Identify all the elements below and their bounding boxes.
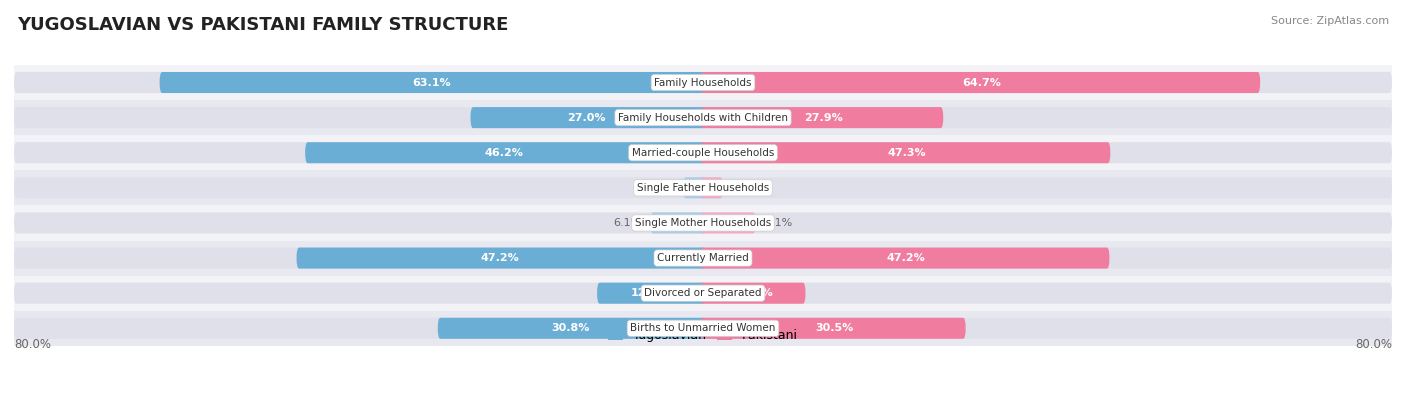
Text: 64.7%: 64.7%	[962, 77, 1001, 88]
FancyBboxPatch shape	[14, 107, 1392, 128]
Text: Currently Married: Currently Married	[657, 253, 749, 263]
Text: 2.3%: 2.3%	[647, 183, 675, 193]
Text: Births to Unmarried Women: Births to Unmarried Women	[630, 323, 776, 333]
Bar	[14, 135, 1392, 170]
Bar	[14, 311, 1392, 346]
Text: 80.0%: 80.0%	[14, 338, 51, 351]
FancyBboxPatch shape	[305, 142, 706, 163]
FancyBboxPatch shape	[14, 318, 1392, 339]
Text: 47.2%: 47.2%	[887, 253, 925, 263]
Text: 6.1%: 6.1%	[613, 218, 643, 228]
Text: 47.2%: 47.2%	[481, 253, 519, 263]
Text: 12.3%: 12.3%	[631, 288, 669, 298]
Text: Family Households with Children: Family Households with Children	[619, 113, 787, 122]
FancyBboxPatch shape	[160, 72, 706, 93]
Text: 63.1%: 63.1%	[412, 77, 450, 88]
Text: 80.0%: 80.0%	[1355, 338, 1392, 351]
Text: 47.3%: 47.3%	[887, 148, 927, 158]
Text: 2.3%: 2.3%	[731, 183, 759, 193]
FancyBboxPatch shape	[471, 107, 706, 128]
FancyBboxPatch shape	[14, 177, 1392, 198]
FancyBboxPatch shape	[14, 213, 1392, 233]
Text: Divorced or Separated: Divorced or Separated	[644, 288, 762, 298]
Bar	[14, 241, 1392, 276]
Text: 27.9%: 27.9%	[804, 113, 842, 122]
Text: Family Households: Family Households	[654, 77, 752, 88]
Bar	[14, 205, 1392, 241]
Text: Married-couple Households: Married-couple Households	[631, 148, 775, 158]
Bar	[14, 170, 1392, 205]
FancyBboxPatch shape	[700, 107, 943, 128]
FancyBboxPatch shape	[700, 72, 1260, 93]
FancyBboxPatch shape	[700, 142, 1111, 163]
FancyBboxPatch shape	[700, 248, 1109, 269]
Text: 46.2%: 46.2%	[485, 148, 523, 158]
Bar	[14, 100, 1392, 135]
FancyBboxPatch shape	[651, 213, 706, 233]
FancyBboxPatch shape	[14, 248, 1392, 269]
FancyBboxPatch shape	[14, 283, 1392, 304]
FancyBboxPatch shape	[437, 318, 706, 339]
Text: YUGOSLAVIAN VS PAKISTANI FAMILY STRUCTURE: YUGOSLAVIAN VS PAKISTANI FAMILY STRUCTUR…	[17, 16, 508, 34]
Text: 27.0%: 27.0%	[568, 113, 606, 122]
FancyBboxPatch shape	[700, 213, 755, 233]
Bar	[14, 276, 1392, 311]
FancyBboxPatch shape	[598, 283, 706, 304]
Bar	[14, 65, 1392, 100]
Text: Single Father Households: Single Father Households	[637, 183, 769, 193]
FancyBboxPatch shape	[297, 248, 706, 269]
FancyBboxPatch shape	[700, 283, 806, 304]
FancyBboxPatch shape	[14, 72, 1392, 93]
Text: 6.1%: 6.1%	[763, 218, 793, 228]
Text: 11.9%: 11.9%	[735, 288, 773, 298]
Legend: Yugoslavian, Pakistani: Yugoslavian, Pakistani	[603, 324, 803, 347]
FancyBboxPatch shape	[700, 318, 966, 339]
Text: 30.5%: 30.5%	[815, 323, 853, 333]
Text: Source: ZipAtlas.com: Source: ZipAtlas.com	[1271, 16, 1389, 26]
FancyBboxPatch shape	[14, 142, 1392, 163]
Text: 30.8%: 30.8%	[551, 323, 589, 333]
Text: Single Mother Households: Single Mother Households	[636, 218, 770, 228]
FancyBboxPatch shape	[700, 177, 723, 198]
FancyBboxPatch shape	[683, 177, 706, 198]
